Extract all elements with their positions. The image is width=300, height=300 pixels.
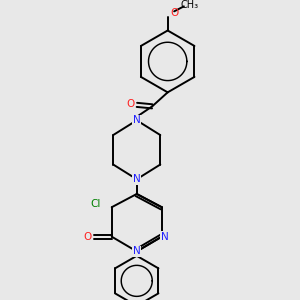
Text: O: O (170, 8, 178, 18)
Text: O: O (83, 232, 92, 242)
Text: N: N (133, 115, 141, 125)
Text: N: N (161, 232, 169, 242)
Text: N: N (133, 174, 141, 184)
Text: Cl: Cl (90, 199, 101, 209)
Text: N: N (133, 246, 141, 256)
Text: CH₃: CH₃ (181, 0, 199, 10)
Text: O: O (126, 99, 134, 109)
